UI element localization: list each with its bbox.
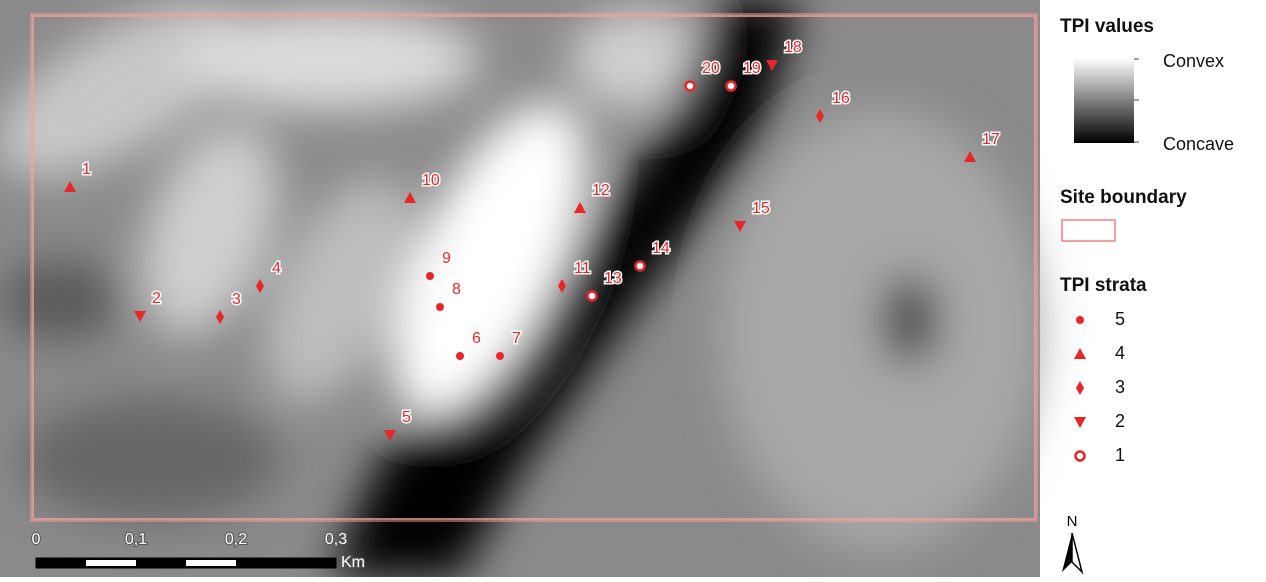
site-symbol <box>1074 348 1086 359</box>
site-symbol <box>1076 381 1084 395</box>
site-label: 15 <box>752 200 770 217</box>
site-symbol <box>1074 417 1086 428</box>
site-label: 12 <box>592 182 610 199</box>
site-label: 4 <box>272 260 281 277</box>
site-symbol <box>588 292 597 301</box>
strata-label: 4 <box>1115 343 1125 363</box>
site-label: 3 <box>232 291 241 308</box>
map: 1234567891011121314151617181920 0 0,1 0,… <box>0 0 1266 577</box>
strata-legend: 5 4 3 2 1 <box>1074 309 1125 465</box>
legend: TPI values Convex Concave Site boundary … <box>1060 16 1234 572</box>
site-label: 9 <box>442 250 451 267</box>
site-symbol <box>456 352 464 360</box>
site-symbol <box>496 352 504 360</box>
site-label: 18 <box>784 39 802 56</box>
legend-title: TPI values <box>1060 16 1154 37</box>
site-label: 16 <box>832 90 850 107</box>
strata-label: 5 <box>1115 309 1125 329</box>
legend-title: TPI strata <box>1060 275 1147 296</box>
ramp-high: Convex <box>1163 51 1224 71</box>
site-label: 11 <box>574 260 591 277</box>
site-symbol <box>727 82 736 91</box>
boundary-swatch <box>1062 220 1115 241</box>
north-arrow: N <box>1062 513 1082 572</box>
site-symbol <box>1076 316 1084 324</box>
site-symbol <box>426 272 434 280</box>
site-label: 1 <box>82 161 91 178</box>
ramp-low: Concave <box>1163 134 1234 154</box>
site-label: 2 <box>152 290 161 307</box>
site-symbol <box>686 82 695 91</box>
site-label: 17 <box>982 131 1000 148</box>
site-label: 8 <box>452 281 461 298</box>
site-label: 19 <box>743 60 761 77</box>
site-label: 5 <box>402 409 411 426</box>
north-label: N <box>1067 513 1078 530</box>
scale-tick: 0,3 <box>325 531 347 548</box>
scale-tick: 0,1 <box>125 531 147 548</box>
site-symbol <box>436 303 444 311</box>
site-label: 6 <box>472 330 481 347</box>
scale-tick: 0,2 <box>225 531 247 548</box>
site-label: 10 <box>422 172 440 189</box>
tpi-ramp <box>1074 58 1134 143</box>
legend-title: Site boundary <box>1060 187 1187 208</box>
site-symbol <box>636 262 645 271</box>
site-label: 13 <box>604 270 622 287</box>
site-label: 14 <box>652 240 670 257</box>
strata-label: 2 <box>1115 411 1125 431</box>
raster <box>0 0 1040 577</box>
strata-label: 1 <box>1115 445 1125 465</box>
scale-unit: Km <box>341 554 365 571</box>
site-symbol <box>1076 452 1085 461</box>
strata-label: 3 <box>1115 377 1125 397</box>
site-label: 20 <box>702 60 720 77</box>
site-label: 7 <box>512 330 521 347</box>
scale-tick: 0 <box>32 531 41 548</box>
